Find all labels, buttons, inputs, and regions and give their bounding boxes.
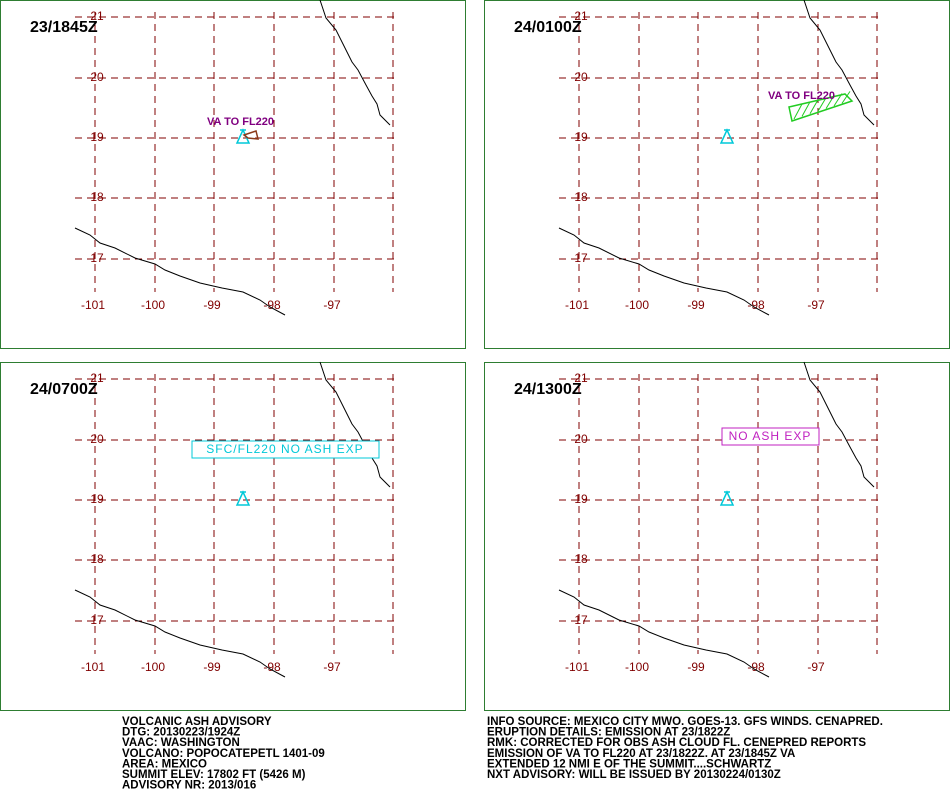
lat-label: 21 xyxy=(574,371,588,385)
info-line: EXTENDED 12 NMI E OF THE SUMMIT....SCHWA… xyxy=(487,758,771,770)
coastline xyxy=(803,0,875,126)
panel-border xyxy=(0,0,466,349)
lon-label: -99 xyxy=(687,660,705,674)
lat-label: 19 xyxy=(574,130,588,144)
lon-label: -100 xyxy=(625,298,649,312)
lat-label: 17 xyxy=(574,613,588,627)
lon-label: -101 xyxy=(81,660,105,674)
coastline xyxy=(74,227,286,316)
lon-label: -99 xyxy=(203,660,221,674)
label-box xyxy=(191,440,380,459)
panel-border xyxy=(0,362,466,711)
ash-area xyxy=(242,130,259,140)
lon-label: -97 xyxy=(807,660,825,674)
lat-label: 20 xyxy=(90,432,104,446)
lat-label: 17 xyxy=(90,613,104,627)
map-panel: 21 20 19 18 17 -101 -100 -99 -98 -97 24/0100Z VA TO… xyxy=(484,0,950,349)
lon-label: -99 xyxy=(687,298,705,312)
lat-label: 20 xyxy=(574,432,588,446)
info-line: ADVISORY NR: 2013/016 xyxy=(122,780,256,792)
label-box xyxy=(721,427,820,446)
lat-label: 21 xyxy=(90,9,104,23)
ash-label: NO ASH EXP xyxy=(729,429,812,443)
lon-label: -99 xyxy=(203,298,221,312)
lat-label: 21 xyxy=(90,371,104,385)
map-panel: 21 20 19 18 17 -101 -100 -99 -98 -97 23/1845Z VA TO… xyxy=(0,0,466,349)
lat-label: 20 xyxy=(574,70,588,84)
coastline xyxy=(319,361,391,488)
panel-border xyxy=(484,362,950,711)
lon-label: -97 xyxy=(807,298,825,312)
lat-label: 19 xyxy=(90,130,104,144)
ash-hatch xyxy=(841,91,851,104)
valid-time: 24/0100Z xyxy=(514,19,582,36)
lat-label: 18 xyxy=(90,190,104,204)
ash-label: VA TO FL220 xyxy=(207,116,274,128)
coastline xyxy=(319,0,391,126)
volcano-icon xyxy=(235,490,251,506)
lon-label: -100 xyxy=(141,660,165,674)
ash-hatch xyxy=(825,95,835,109)
lon-label: -101 xyxy=(565,660,589,674)
lon-label: -98 xyxy=(263,660,281,674)
info-line: AREA: MEXICO xyxy=(122,758,207,770)
lat-label: 17 xyxy=(574,251,588,265)
ash-hatch xyxy=(793,103,803,120)
ash-hatch xyxy=(809,99,819,115)
map-panel: 21 20 19 18 17 -101 -100 -99 -98 -97 24/0700Z SFC/F… xyxy=(0,361,466,711)
info-line: SUMMIT ELEV: 17802 FT (5426 M) xyxy=(122,769,306,781)
lon-label: -97 xyxy=(323,660,341,674)
lon-label: -100 xyxy=(141,298,165,312)
lon-label: -101 xyxy=(81,298,105,312)
lat-label: 21 xyxy=(574,9,588,23)
lat-label: 20 xyxy=(90,70,104,84)
map-panel: 21 20 19 18 17 -101 -100 -99 -98 -97 24/1300Z NO AS… xyxy=(484,361,950,711)
lat-label: 19 xyxy=(90,492,104,506)
info-line: ERUPTION DETAILS: EMISSION AT 23/1822Z xyxy=(487,727,730,739)
info-line: RMK: CORRECTED FOR OBS ASH CLOUD FL. CEN… xyxy=(487,737,866,749)
lon-label: -98 xyxy=(263,298,281,312)
lon-label: -98 xyxy=(747,298,765,312)
ash-area xyxy=(788,93,854,122)
lat-label: 17 xyxy=(90,251,104,265)
ash-label: VA TO FL220 xyxy=(768,90,835,102)
info-line: VAAC: WASHINGTON xyxy=(122,737,240,749)
info-line: INFO SOURCE: MEXICO CITY MWO. GOES-13. G… xyxy=(487,716,883,728)
lon-label: -98 xyxy=(747,660,765,674)
valid-time: 24/0700Z xyxy=(30,381,98,398)
volcano-icon xyxy=(719,490,735,506)
info-line: VOLCANIC ASH ADVISORY xyxy=(122,716,272,728)
coastline xyxy=(803,361,875,488)
lat-label: 18 xyxy=(574,190,588,204)
info-line: DTG: 20130223/1924Z xyxy=(122,727,240,739)
ash-hatch xyxy=(833,93,843,107)
lon-label: -100 xyxy=(625,660,649,674)
ash-hatch xyxy=(817,97,827,112)
coastline xyxy=(558,227,770,316)
ash-hatch xyxy=(801,101,811,117)
lon-label: -97 xyxy=(323,298,341,312)
lat-label: 18 xyxy=(90,552,104,566)
valid-time: 23/1845Z xyxy=(30,19,98,36)
lat-label: 19 xyxy=(574,492,588,506)
valid-time: 24/1300Z xyxy=(514,381,582,398)
coastline xyxy=(74,589,286,678)
ash-label: SFC/FL220 NO ASH EXP xyxy=(206,442,363,456)
info-line: NXT ADVISORY: WILL BE ISSUED BY 20130224… xyxy=(487,769,781,781)
coastline xyxy=(558,589,770,678)
lon-label: -101 xyxy=(565,298,589,312)
lat-label: 18 xyxy=(574,552,588,566)
panel-border xyxy=(484,0,950,349)
info-line: EMISSION OF VA TO FL220 AT 23/1822Z. AT … xyxy=(487,748,795,760)
info-line: VOLCANO: POPOCATEPETL 1401-09 xyxy=(122,748,325,760)
volcano-icon xyxy=(719,128,735,144)
